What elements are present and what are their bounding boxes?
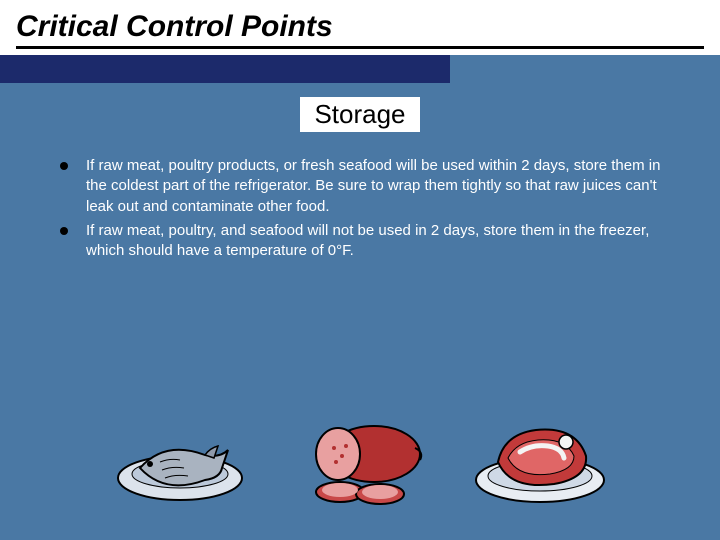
bullet-text: If raw meat, poultry products, or fresh … (86, 156, 680, 217)
bullet-dot-icon (60, 162, 68, 170)
steak-clipart-icon (470, 400, 610, 510)
fish-clipart-icon (110, 400, 250, 510)
bullet-item: If raw meat, poultry, and seafood will n… (60, 221, 680, 262)
slide-title: Critical Control Points (16, 10, 704, 49)
navy-strip (0, 55, 450, 83)
bullet-dot-icon (60, 227, 68, 235)
slide-subtitle: Storage (300, 97, 419, 132)
title-bar: Critical Control Points (0, 0, 720, 55)
images-row (0, 400, 720, 510)
bullet-item: If raw meat, poultry products, or fresh … (60, 156, 680, 217)
bullet-text: If raw meat, poultry, and seafood will n… (86, 221, 680, 262)
subtitle-container: Storage (0, 97, 720, 132)
salami-clipart-icon (290, 400, 430, 510)
content-area: If raw meat, poultry products, or fresh … (0, 132, 720, 261)
